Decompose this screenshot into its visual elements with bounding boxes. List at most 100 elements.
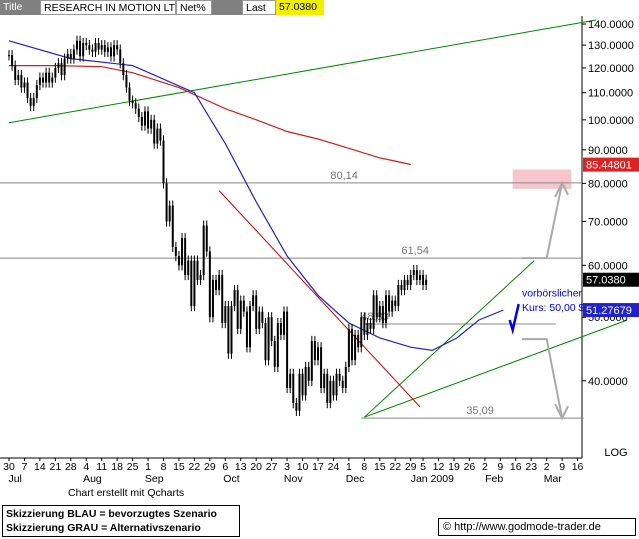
price-bar-body [134, 103, 137, 109]
price-bar-body [258, 311, 261, 329]
price-bar-body [372, 295, 375, 329]
price-bar-body [307, 366, 310, 381]
header-title-value: RESEARCH IN MOTION LTD [40, 0, 176, 15]
price-bar-body [292, 373, 295, 403]
y-tick-label: 140.0000 [588, 19, 634, 31]
price-bar-body [140, 117, 143, 126]
x-tick-label: 29 [204, 461, 216, 473]
premarket-annotation-line1: vorbörslicher [522, 287, 583, 299]
x-month-label: Sep [145, 473, 164, 485]
trend-line-2 [364, 319, 628, 418]
price-bar-body [153, 119, 156, 144]
price-bar-body [165, 183, 168, 222]
target-zone [512, 169, 572, 189]
scenario-legend: Skizzierung BLAU = bevorzugtes Szenario … [2, 505, 240, 537]
price-bar-body [317, 347, 319, 361]
price-bar-body [227, 306, 230, 354]
price-bar-body [301, 373, 304, 396]
level-label-2: 48,83 [361, 311, 389, 323]
price-bar-body [378, 306, 381, 318]
y-tick-label: 80.0000 [588, 178, 628, 190]
y-tick-label: 100.0000 [588, 115, 634, 127]
price-bar-body [88, 45, 91, 50]
price-bar-body [109, 47, 112, 57]
chart-credit: Chart erstellt mit Qcharts [68, 487, 185, 499]
price-bar-body [159, 128, 162, 141]
price-bar-body [236, 290, 239, 329]
x-tick-label: 30 [3, 461, 15, 473]
price-bar-body [190, 260, 193, 307]
level-label-0: 80,14 [330, 170, 358, 182]
price-bar-body [230, 306, 233, 354]
price-bar-body [347, 328, 350, 367]
price-bar-body [91, 49, 94, 52]
price-bar-body [221, 274, 224, 323]
price-bar-body [103, 45, 106, 52]
price-bar-body [375, 295, 378, 318]
price-bar-body [242, 300, 245, 312]
price-bar-body [344, 366, 347, 388]
price-bar-body [45, 72, 48, 83]
price-bar-body [69, 54, 72, 59]
x-tick-label: 18 [111, 461, 123, 473]
price-bar-body [48, 72, 51, 83]
price-tag-box-1 [583, 272, 639, 287]
price-bar-body [298, 373, 301, 411]
price-bar-body [338, 373, 341, 381]
price-bar-body [38, 77, 41, 86]
x-tick-label: 21 [50, 461, 62, 473]
price-bar-body [143, 111, 146, 126]
price-bar-body [249, 306, 252, 348]
price-bar-body [60, 63, 63, 76]
header-last-label: Last [242, 0, 276, 15]
x-tick-label: 19 [448, 461, 460, 473]
trend-line-3 [218, 190, 421, 408]
x-month-label: Nov [284, 473, 303, 485]
trend-line-0 [8, 19, 597, 124]
price-bar-body [329, 380, 332, 403]
source-url[interactable]: © http://www.godmode-trader.de [438, 518, 636, 536]
x-month-label: Feb [485, 473, 503, 485]
price-bar-body [41, 77, 44, 83]
price-bar-body [162, 140, 165, 184]
gray-scenario-up [521, 182, 564, 260]
price-bar-body [75, 40, 78, 50]
gray-scenario-down [521, 338, 564, 419]
price-bar-body [357, 334, 360, 348]
legend-line-gray: Skizzierung GRAU = Alternativszenario [6, 522, 201, 534]
premarket-annotation-line2: Kurs: 50,00 $ [522, 302, 585, 314]
price-bar-body [239, 300, 242, 329]
price-bar-body [57, 63, 60, 68]
price-bar-body [100, 45, 103, 50]
price-bar-body [313, 340, 316, 361]
x-tick-label: 24 [328, 461, 340, 473]
price-bar-body [131, 100, 134, 104]
price-bar-body [85, 42, 88, 46]
x-month-label: Jan 2009 [411, 473, 454, 485]
price-bar-body [295, 402, 298, 411]
price-bar-body [177, 255, 180, 266]
x-tick-label: 1 [346, 461, 352, 473]
price-bar-body [150, 119, 153, 129]
price-bar-body [116, 45, 119, 50]
y-tick-label: 90.0000 [588, 145, 628, 157]
price-bar-body [14, 65, 17, 81]
price-bar-body [332, 380, 335, 396]
price-bar-body [304, 366, 307, 396]
y-tick-label: 40.0000 [588, 376, 628, 388]
x-tick-label: 12 [433, 461, 445, 473]
price-bar-body [406, 279, 409, 285]
price-bar-body [202, 225, 205, 275]
price-bar-body [252, 295, 255, 307]
moving-average-red [9, 65, 411, 166]
x-tick-label: 17 [312, 461, 324, 473]
price-bar-body [168, 205, 171, 222]
price-bar-body [171, 205, 174, 247]
price-bar-body [128, 87, 131, 101]
price-bar-body [193, 260, 196, 307]
gray-arrowhead-down [554, 403, 570, 421]
price-bar-body [174, 246, 177, 256]
price-bar-body [26, 82, 29, 98]
price-bar-body [350, 328, 353, 361]
x-tick-label: 10 [297, 461, 309, 473]
